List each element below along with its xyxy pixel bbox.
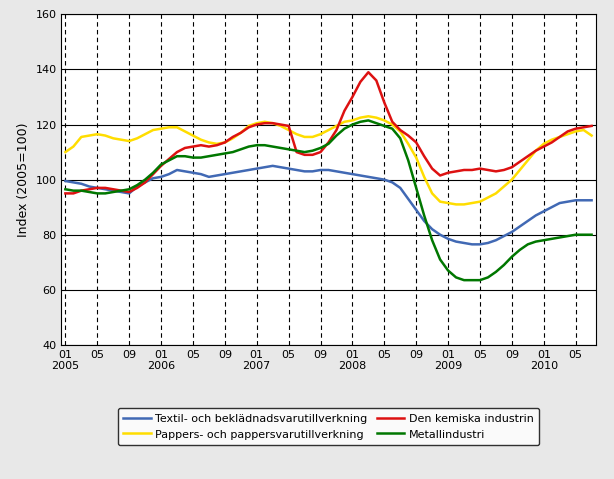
Metallindustri <box>277 145 284 151</box>
Metallindustri <box>476 277 484 283</box>
Pappers- och pappersvarutillverkning <box>588 133 596 138</box>
Line: Den kemiska industrin: Den kemiska industrin <box>65 72 592 194</box>
Metallindustri <box>125 186 133 192</box>
Den kemiska industrin <box>556 134 564 140</box>
Pappers- och pappersvarutillverkning <box>453 202 460 207</box>
Line: Pappers- och pappersvarutillverkning: Pappers- och pappersvarutillverkning <box>65 116 592 205</box>
Den kemiska industrin <box>365 69 372 75</box>
Line: Textil- och beklädnadsvarutillverkning: Textil- och beklädnadsvarutillverkning <box>65 166 592 244</box>
Den kemiska industrin <box>277 122 284 127</box>
Textil- och beklädnadsvarutillverkning <box>269 163 276 169</box>
Metallindustri <box>588 232 596 238</box>
Y-axis label: Index (2005=100): Index (2005=100) <box>17 122 30 237</box>
Den kemiska industrin <box>301 152 308 158</box>
Textil- och beklädnadsvarutillverkning <box>556 200 564 206</box>
Pappers- och pappersvarutillverkning <box>365 114 372 119</box>
Metallindustri <box>61 186 69 192</box>
Metallindustri <box>556 235 564 240</box>
Den kemiska industrin <box>588 123 596 129</box>
Den kemiska industrin <box>125 189 133 195</box>
Pappers- och pappersvarutillverkning <box>61 149 69 155</box>
Metallindustri <box>301 149 308 155</box>
Textil- och beklädnadsvarutillverkning <box>588 197 596 203</box>
Pappers- och pappersvarutillverkning <box>125 138 133 144</box>
Textil- och beklädnadsvarutillverkning <box>101 186 109 192</box>
Metallindustri <box>365 117 372 123</box>
Metallindustri <box>101 191 109 196</box>
Metallindustri <box>460 277 468 283</box>
Pappers- och pappersvarutillverkning <box>476 199 484 205</box>
Pappers- och pappersvarutillverkning <box>101 133 109 138</box>
Pappers- och pappersvarutillverkning <box>301 134 308 140</box>
Textil- och beklädnadsvarutillverkning <box>285 166 292 171</box>
Textil- och beklädnadsvarutillverkning <box>468 241 476 247</box>
Pappers- och pappersvarutillverkning <box>277 123 284 129</box>
Textil- och beklädnadsvarutillverkning <box>309 169 316 174</box>
Den kemiska industrin <box>468 167 476 173</box>
Line: Metallindustri: Metallindustri <box>65 120 592 280</box>
Textil- och beklädnadsvarutillverkning <box>125 191 133 196</box>
Textil- och beklädnadsvarutillverkning <box>61 178 69 184</box>
Pappers- och pappersvarutillverkning <box>556 134 564 140</box>
Den kemiska industrin <box>61 191 69 196</box>
Legend: Textil- och beklädnadsvarutillverkning, Pappers- och pappersvarutillverkning, De: Textil- och beklädnadsvarutillverkning, … <box>118 408 539 445</box>
Textil- och beklädnadsvarutillverkning <box>476 241 484 247</box>
Den kemiska industrin <box>141 180 149 185</box>
